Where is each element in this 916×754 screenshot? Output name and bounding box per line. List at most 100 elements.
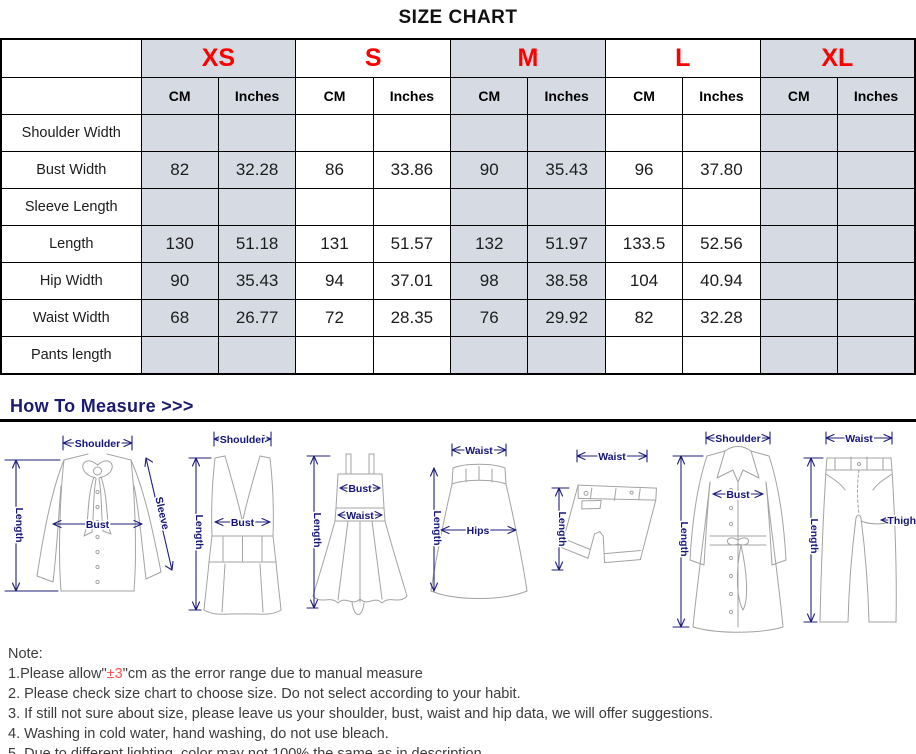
dim-label-bust: Bust: [348, 483, 372, 495]
table-row: Pants length: [0, 336, 916, 375]
size-value-cell: [759, 299, 839, 337]
dim-label-bust: Bust: [231, 517, 255, 529]
corner-cell: [0, 77, 142, 115]
note-1-prefix: 1.Please allow": [8, 666, 107, 682]
figure-blouse: Shoulder Bust Length Sleeve: [4, 435, 174, 592]
size-value-cell: 72: [295, 299, 374, 337]
unit-header-cell: Inches: [837, 77, 916, 115]
size-value-cell: [759, 188, 839, 226]
blouse-dimension-lines: [4, 435, 174, 592]
dim-label-shoulder: Shoulder: [220, 434, 266, 446]
size-value-cell: [140, 188, 219, 226]
size-value-cell: 32.28: [217, 151, 297, 189]
size-value-cell: 51.57: [372, 225, 452, 263]
size-value-cell: [217, 114, 297, 152]
size-header-xl: XL: [759, 38, 916, 78]
size-value-cell: 35.43: [527, 151, 606, 189]
dim-label-length: Length: [808, 519, 820, 554]
size-value-cell: 35.43: [217, 262, 297, 300]
size-value-cell: 52.56: [682, 225, 761, 263]
unit-header-cell: CM: [450, 77, 529, 115]
dim-label-length: Length: [311, 513, 323, 548]
unit-header-cell: Inches: [527, 77, 606, 115]
size-value-cell: 132: [450, 225, 529, 263]
page-title: SIZE CHART: [398, 7, 518, 28]
size-value-cell: [527, 336, 606, 375]
dim-label-waist: Waist: [845, 433, 873, 445]
size-value-cell: 37.01: [372, 262, 452, 300]
shorts-dimension-lines: [551, 449, 648, 571]
skirt-drawing: [430, 463, 528, 599]
size-value-cell: [372, 336, 452, 375]
size-header-xs: XS: [140, 38, 297, 78]
size-value-cell: 130: [140, 225, 219, 263]
size-value-cell: [604, 188, 684, 226]
dim-label-length: Length: [193, 515, 205, 550]
size-value-cell: 37.80: [682, 151, 761, 189]
figure-dress: Bust Waist Length: [306, 453, 408, 615]
note-line-5: 5. Due to different lighting, color may …: [8, 746, 486, 754]
pants-drawing: [819, 456, 897, 623]
size-value-cell: [837, 262, 916, 300]
size-value-cell: [217, 188, 297, 226]
size-value-cell: [295, 336, 374, 375]
unit-header-cell: CM: [140, 77, 219, 115]
size-value-cell: [217, 336, 297, 375]
size-value-cell: 86: [295, 151, 374, 189]
unit-header-row: CM Inches CM Inches CM Inches CM Inches …: [0, 77, 916, 115]
unit-header-cell: Inches: [372, 77, 452, 115]
size-header-row: XS S M L XL: [0, 38, 916, 78]
dim-label-waist: Waist: [598, 451, 626, 463]
size-value-cell: [837, 188, 916, 226]
note-line-2: 2. Please check size chart to choose siz…: [8, 686, 521, 702]
size-value-cell: [450, 188, 529, 226]
size-value-cell: 82: [604, 299, 684, 337]
dim-label-length: Length: [678, 522, 690, 557]
dress-dimension-lines: [306, 455, 383, 609]
measurement-row-label: Pants length: [0, 336, 142, 375]
size-value-cell: 82: [140, 151, 219, 189]
table-row: Hip Width 90 35.43 94 37.01 98 38.58 104 40.94: [0, 262, 916, 300]
size-value-cell: 90: [140, 262, 219, 300]
figure-coat: Shoulder Bust Length: [672, 431, 787, 633]
size-value-cell: [372, 188, 452, 226]
size-value-cell: [759, 262, 839, 300]
dim-label-length: Length: [431, 511, 443, 546]
dim-label-length: Length: [13, 508, 25, 543]
dim-label-shoulder: Shoulder: [75, 438, 121, 450]
skirt-dimension-lines: [429, 443, 517, 592]
measurement-row-label: Sleeve Length: [0, 188, 142, 226]
measurement-row-label: Shoulder Width: [0, 114, 142, 152]
size-header-s: S: [295, 38, 452, 78]
size-value-cell: [604, 336, 684, 375]
table-row: Shoulder Width: [0, 114, 916, 152]
size-value-cell: [604, 114, 684, 152]
table-row: Length 130 51.18 131 51.57 132 51.97 133.5 52.56: [0, 225, 916, 263]
size-chart-table: XS S M L XL CM Inches CM Inches CM Inche…: [0, 38, 916, 375]
size-value-cell: 32.28: [682, 299, 761, 337]
size-value-cell: 28.35: [372, 299, 452, 337]
notes-heading: Note:: [8, 646, 43, 662]
how-to-measure-heading: How To Measure >>>: [10, 396, 194, 416]
note-1-tolerance: ±3: [106, 666, 123, 682]
size-value-cell: [837, 336, 916, 375]
unit-header-cell: CM: [604, 77, 684, 115]
size-value-cell: [759, 336, 839, 375]
size-header-l: L: [604, 38, 761, 78]
dim-label-hips: Hips: [467, 525, 490, 537]
size-value-cell: [450, 336, 529, 375]
size-value-cell: [759, 151, 839, 189]
measurement-row-label: Waist Width: [0, 299, 142, 337]
unit-header-cell: Inches: [682, 77, 761, 115]
size-value-cell: [372, 114, 452, 152]
dim-label-length: Length: [556, 512, 568, 547]
coat-dimension-lines: [672, 431, 771, 628]
dim-label-bust: Bust: [726, 489, 750, 501]
size-value-cell: 104: [604, 262, 684, 300]
blouse-drawing: [36, 453, 162, 592]
measurement-row-label: Length: [0, 225, 142, 263]
tank-drawing: [203, 455, 282, 615]
size-value-cell: 38.58: [527, 262, 606, 300]
pants-dimension-lines: [803, 431, 894, 623]
